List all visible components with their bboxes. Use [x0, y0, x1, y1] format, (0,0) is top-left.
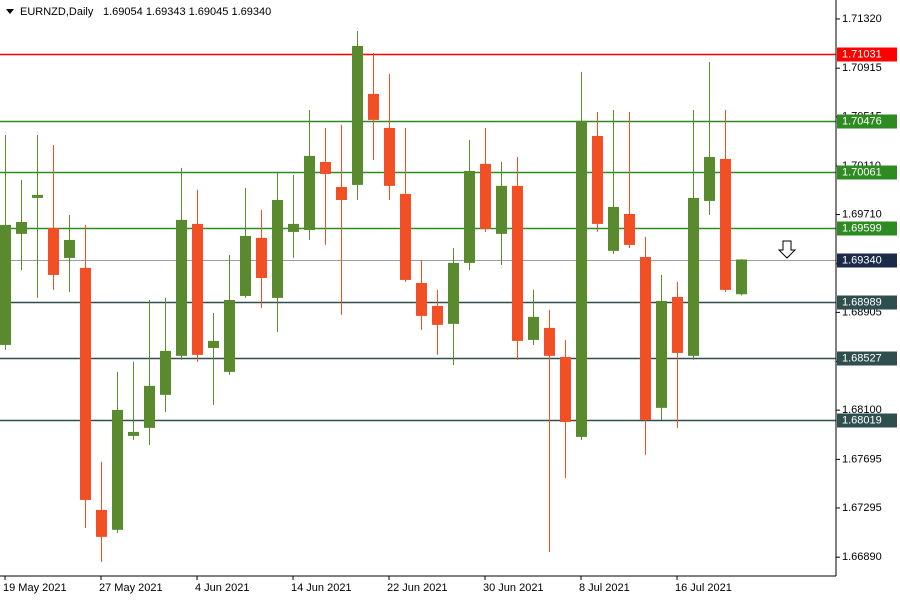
chart-title: EURNZD,Daily [20, 6, 94, 18]
level-label: 1.71031 [842, 48, 882, 60]
candle-body [480, 163, 491, 229]
candle-body [576, 120, 587, 437]
candle-body [288, 223, 299, 232]
level-label: 1.68019 [842, 414, 882, 426]
candle-body [64, 239, 75, 258]
y-tick-label: 1.67695 [842, 453, 882, 465]
level-label-bg [837, 114, 897, 129]
candle-body [704, 156, 715, 201]
candle-body [672, 296, 683, 353]
candle-body [224, 299, 235, 372]
level-label-bg [837, 47, 897, 62]
candle-body [384, 127, 395, 186]
candle-body [608, 206, 619, 251]
level-label-bg [837, 165, 897, 180]
candle-body [32, 194, 43, 198]
candle-body [448, 262, 459, 324]
candle-body [160, 350, 171, 395]
level-label-bg [837, 413, 897, 428]
candle-body [208, 340, 219, 348]
candle-body [240, 235, 251, 296]
candle-body [176, 219, 187, 356]
candle-body [304, 155, 315, 230]
candle-body [656, 300, 667, 408]
level-label-bg [837, 221, 897, 236]
plot-area [0, 30, 836, 562]
level-label: 1.70061 [842, 166, 882, 178]
candle-body [192, 223, 203, 355]
sell-arrow [777, 240, 797, 259]
x-tick-label: 22 Jun 2021 [387, 582, 448, 594]
level-label: 1.69340 [842, 254, 882, 266]
y-tick-label: 1.70915 [842, 62, 882, 74]
level-label: 1.68527 [842, 352, 882, 364]
candle-body [464, 170, 475, 263]
x-tick-label: 19 May 2021 [3, 582, 67, 594]
candle-body [0, 224, 11, 345]
x-tick-label: 4 Jun 2021 [195, 582, 249, 594]
y-tick-label: 1.71320 [842, 13, 882, 25]
candle-body [528, 316, 539, 340]
y-tick-label: 1.68100 [842, 404, 882, 416]
menu-arrow [6, 9, 14, 14]
candle-body [624, 213, 635, 245]
price-axis: 1.713201.709151.705151.701101.697101.693… [836, 13, 897, 563]
candle-body [368, 93, 379, 120]
candle-body [688, 197, 699, 356]
level-label-bg [837, 295, 897, 310]
y-tick-label: 1.67295 [842, 502, 882, 514]
candle-body [592, 135, 603, 224]
candle-body [80, 267, 91, 500]
candle-body [720, 158, 731, 290]
candle-body [128, 431, 139, 436]
candle-body [496, 185, 507, 234]
candle-body [544, 327, 555, 356]
y-tick-label: 1.66890 [842, 551, 882, 563]
candle-body [352, 45, 363, 185]
candle-body [272, 199, 283, 298]
x-tick-label: 8 Jul 2021 [579, 582, 630, 594]
candle-body [336, 186, 347, 200]
candle-body [432, 305, 443, 325]
x-tick-label: 30 Jun 2021 [483, 582, 544, 594]
level-label: 1.69599 [842, 222, 882, 234]
candle-body [16, 221, 27, 234]
candle-body [640, 256, 651, 420]
candle-body [48, 227, 59, 275]
x-tick-label: 14 Jun 2021 [291, 582, 352, 594]
candle-body [112, 409, 123, 530]
candle-body [144, 385, 155, 428]
level-label-bg [837, 351, 897, 366]
y-tick-label: 1.69710 [842, 208, 882, 220]
x-tick-label: 16 Jul 2021 [675, 582, 732, 594]
candle-body [512, 185, 523, 341]
candle-body [256, 237, 267, 278]
level-label: 1.68989 [842, 296, 882, 308]
candle-body [736, 259, 747, 295]
level-label: 1.70476 [842, 115, 882, 127]
level-label-bg [837, 253, 897, 268]
candle-body [96, 509, 107, 537]
candle-body [416, 282, 427, 316]
candle-body [560, 356, 571, 422]
candle-body [400, 193, 411, 280]
x-tick-label: 27 May 2021 [99, 582, 163, 594]
candle-body [320, 161, 331, 174]
ohlc-label: 1.69054 1.69343 1.69045 1.69340 [103, 6, 271, 18]
